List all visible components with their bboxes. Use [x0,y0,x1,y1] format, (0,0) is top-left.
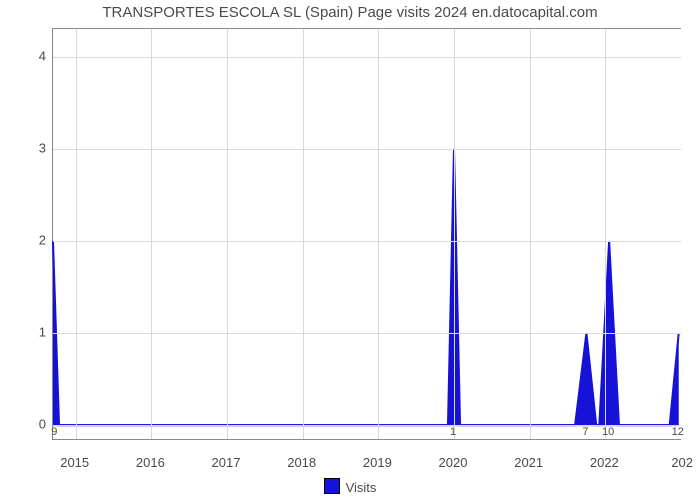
legend: Visits [0,478,700,495]
y-tick-label: 4 [6,48,46,63]
data-point-label: 10 [602,426,614,438]
gridline-v [303,29,304,439]
x-tick-label: 2017 [212,455,241,470]
gridline-h [53,241,681,242]
data-point-label: 9 [51,426,57,438]
data-point-label: 12 [672,426,684,438]
gridline-v [227,29,228,439]
gridline-v [151,29,152,439]
data-point-label: 1 [450,426,456,438]
gridline-v [454,29,455,439]
y-tick-label: 1 [6,325,46,340]
x-tick-label: 2019 [363,455,392,470]
y-tick-label: 0 [6,417,46,432]
gridline-v [605,29,606,439]
x-tick-label: 2015 [60,455,89,470]
plot-area [52,28,681,440]
y-tick-label: 2 [6,232,46,247]
gridline-h [53,57,681,58]
chart-container: TRANSPORTES ESCOLA SL (Spain) Page visit… [0,0,700,500]
legend-swatch [324,478,340,494]
x-tick-label: 2020 [439,455,468,470]
legend-label: Visits [346,480,377,495]
gridline-v [530,29,531,439]
x-tick-label: 2018 [287,455,316,470]
x-tick-label: 2016 [136,455,165,470]
gridline-h [53,333,681,334]
y-tick-label: 3 [6,140,46,155]
series-area [53,149,679,425]
gridline-v [76,29,77,439]
x-tick-label: 2021 [514,455,543,470]
chart-title: TRANSPORTES ESCOLA SL (Spain) Page visit… [0,4,700,21]
x-tick-label: 2022 [590,455,619,470]
data-point-label: 7 [582,426,588,438]
x-tick-label-truncated: 202 [671,455,693,470]
chart-svg [53,29,681,439]
gridline-v [378,29,379,439]
gridline-h [53,149,681,150]
